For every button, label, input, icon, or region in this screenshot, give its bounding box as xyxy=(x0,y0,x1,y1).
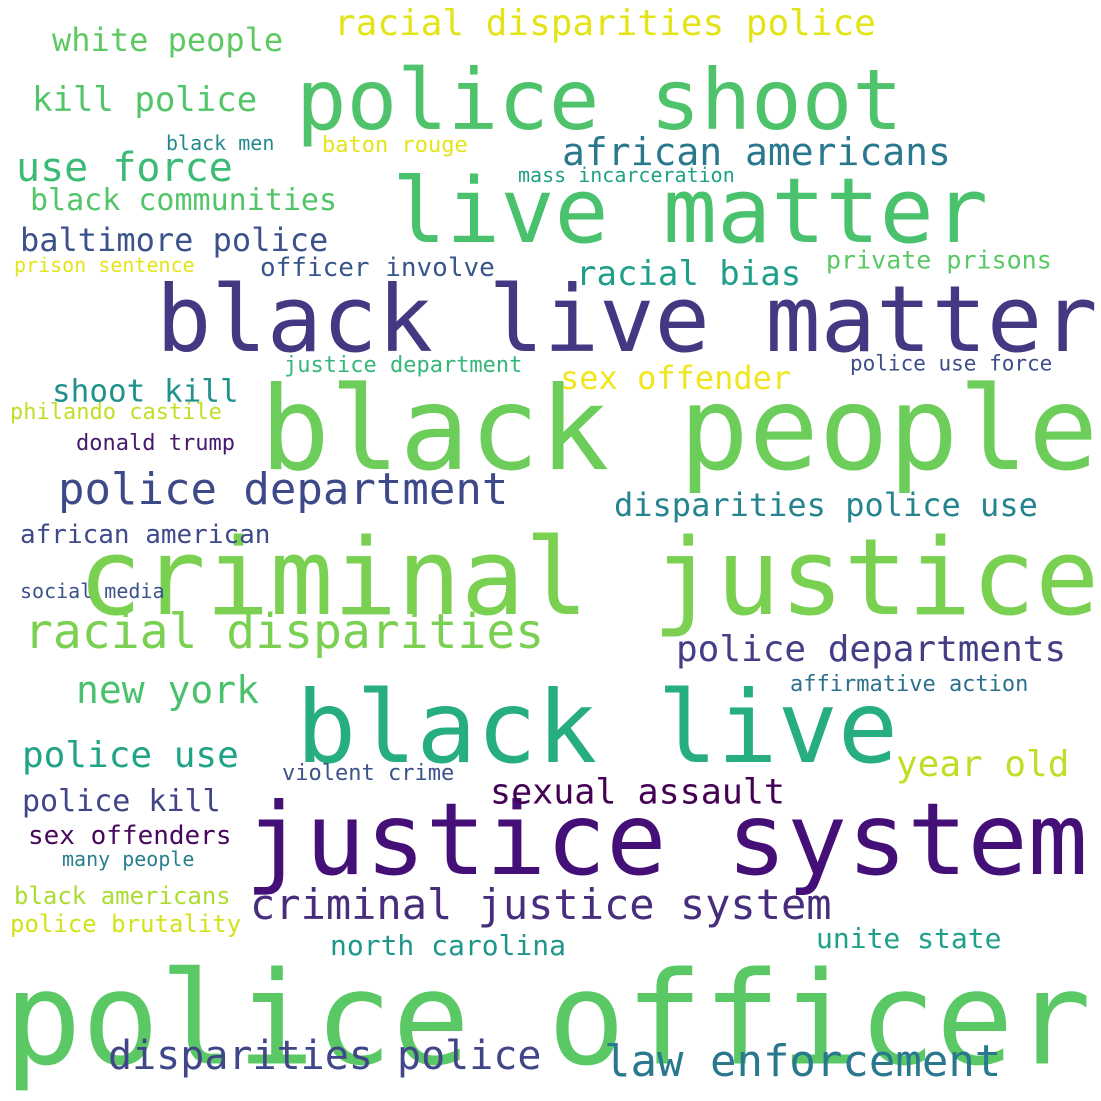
word-criminal-justice-system: criminal justice system xyxy=(250,880,832,929)
word-white-people: white people xyxy=(52,21,284,59)
word-many-people: many people xyxy=(62,847,195,871)
word-justice-department: justice department xyxy=(284,353,523,378)
word-black-americans: black americans xyxy=(14,882,231,910)
word-racial-disparities-police: racial disparities police xyxy=(334,3,876,44)
word-black-live-matter: black live matter xyxy=(156,266,1098,373)
word-baltimore-police: baltimore police xyxy=(20,221,329,259)
word-sexual-assault: sexual assault xyxy=(490,772,786,813)
word-black-people: black people xyxy=(260,362,1099,497)
word-police-officer: police officer xyxy=(4,944,1092,1095)
word-donald-trump: donald trump xyxy=(76,431,235,456)
word-sex-offender: sex offender xyxy=(560,359,792,397)
word-black-live: black live xyxy=(296,669,899,786)
word-prison-sentence: prison sentence xyxy=(14,253,195,277)
word-law-enforcement: law enforcement xyxy=(604,1036,1002,1087)
word-social-media: social media xyxy=(20,579,165,603)
word-african-americans: african americans xyxy=(562,130,951,174)
word-violent-crime: violent crime xyxy=(282,761,455,786)
word-shoot-kill: shoot kill xyxy=(52,373,239,410)
word-racial-disparities: racial disparities xyxy=(24,604,545,660)
word-police-brutality: police brutality xyxy=(10,910,242,938)
word-police-department: police department xyxy=(58,464,509,515)
word-philando-castile: philando castile xyxy=(10,400,222,425)
word-sex-offenders: sex offenders xyxy=(28,821,232,851)
word-black-communities: black communities xyxy=(30,183,338,218)
word-racial-bias: racial bias xyxy=(576,254,802,294)
word-mass-incarceration: mass incarceration xyxy=(518,163,735,187)
word-disparities-police-use: disparities police use xyxy=(614,486,1038,524)
word-officer-involve: officer involve xyxy=(260,253,495,283)
word-police-use-force: police use force xyxy=(850,351,1053,376)
word-justice-system: justice system xyxy=(245,781,1088,898)
word-year-old: year old xyxy=(896,744,1070,785)
word-police-departments: police departments xyxy=(676,629,1067,670)
word-use-force: use force xyxy=(16,145,233,191)
word-criminal-justice: criminal justice xyxy=(78,516,1100,639)
word-police-kill: police kill xyxy=(22,784,221,819)
word-black-men: black men xyxy=(166,131,275,155)
word-disparities-police: disparities police xyxy=(108,1033,542,1079)
word-live-matter: live matter xyxy=(392,159,989,264)
word-new-york: new york xyxy=(76,668,260,712)
word-baton-rouge: baton rouge xyxy=(322,133,468,158)
word-police-use: police use xyxy=(22,735,239,776)
word-african-american: african american xyxy=(20,520,271,550)
word-private-prisons: private prisons xyxy=(826,245,1052,275)
word-police-shoot: police shoot xyxy=(296,51,903,149)
word-unite-state: unite state xyxy=(816,922,1002,955)
word-north-carolina: north carolina xyxy=(330,929,567,962)
word-kill-police: kill police xyxy=(32,80,258,120)
word-affirmative-action: affirmative action xyxy=(790,672,1029,697)
